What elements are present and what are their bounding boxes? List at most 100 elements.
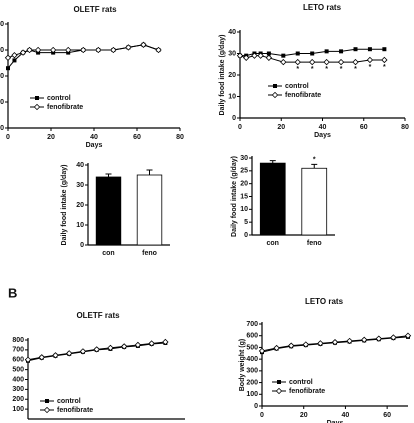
legend-marker <box>45 399 49 403</box>
y-tick-label: 10 <box>76 222 84 229</box>
data-point <box>134 341 142 349</box>
data-point <box>381 56 388 64</box>
legend-label: fenofibrate <box>289 388 325 395</box>
x-tick-label: 80 <box>176 134 184 141</box>
y-axis-label: Daily food intake (g/day) <box>219 35 226 116</box>
y-tick-label: 0 <box>244 232 248 239</box>
y-tick-label: 10 <box>0 99 4 106</box>
data-point <box>243 54 250 61</box>
y-tick-label: 10 <box>228 93 236 100</box>
x-tick-label: 40 <box>319 124 327 131</box>
data-point <box>24 356 32 363</box>
legend-marker <box>271 91 279 99</box>
data-point <box>162 338 169 346</box>
data-point <box>361 336 368 343</box>
panel-label: B <box>8 285 17 300</box>
y-tick-label: 700 <box>12 347 24 354</box>
y-tick-label: 0 <box>0 125 4 132</box>
x-axis-label: Days <box>327 420 344 423</box>
legend-label: control <box>47 95 71 102</box>
y-tick-label: 20 <box>228 72 236 79</box>
x-tick-label: 0 <box>6 134 10 141</box>
x-tick-label: 40 <box>342 412 350 419</box>
significance-mark: * <box>383 64 386 71</box>
bar <box>136 174 163 246</box>
data-point <box>26 46 33 54</box>
data-point <box>302 341 309 348</box>
y-tick-label: 500 <box>246 344 258 351</box>
x-tick-label: 20 <box>277 124 285 131</box>
legend-label: control <box>57 398 81 405</box>
y-tick-label: 30 <box>240 155 248 162</box>
legend-label: control <box>285 83 309 90</box>
data-point <box>79 348 87 355</box>
data-point <box>366 56 374 64</box>
data-point <box>339 49 344 54</box>
data-point <box>148 340 155 347</box>
data-point <box>353 47 358 52</box>
y-tick-label: 800 <box>12 337 24 344</box>
significance-mark: * <box>296 66 299 73</box>
legend-marker <box>277 380 281 384</box>
x-tick-label: 20 <box>47 134 55 141</box>
x-tick-label: 0 <box>238 124 242 131</box>
chart-title: LETO rats <box>303 3 342 12</box>
data-point <box>352 58 359 66</box>
y-tick-label: 300 <box>12 386 24 393</box>
significance-mark: * <box>354 66 357 73</box>
significance-mark: * <box>369 64 372 71</box>
x-tick-label: feno <box>142 250 157 257</box>
data-point <box>367 47 372 52</box>
y-tick-label: 0 <box>80 242 84 249</box>
data-point <box>288 342 295 349</box>
error-bar <box>105 173 112 177</box>
data-point <box>19 49 27 56</box>
error-bar <box>269 160 276 164</box>
y-tick-label: 0 <box>232 115 236 122</box>
x-axis-label: Days <box>86 142 103 149</box>
y-tick-label: 200 <box>246 379 258 386</box>
data-point <box>52 352 59 359</box>
data-point <box>251 52 258 59</box>
legend-marker <box>275 387 283 395</box>
bar <box>301 167 328 236</box>
y-axis-label: Daily food intake (g/day) <box>231 156 238 237</box>
y-tick-label: 10 <box>240 206 248 213</box>
data-point <box>257 52 264 59</box>
y-tick-label: 400 <box>246 356 258 363</box>
x-tick-label: 60 <box>133 134 141 141</box>
data-point <box>107 344 114 352</box>
significance-mark: * <box>311 66 314 73</box>
y-tick-label: 40 <box>76 162 84 169</box>
y-tick-label: 0 <box>254 403 258 410</box>
significance-mark: * <box>313 156 316 163</box>
bar <box>95 176 122 246</box>
data-point <box>120 343 128 350</box>
data-point <box>125 44 132 51</box>
y-tick-label: 30 <box>76 182 84 189</box>
data-point <box>65 46 72 54</box>
data-point <box>258 347 266 355</box>
data-point <box>382 47 387 52</box>
y-tick-label: 40 <box>228 29 236 36</box>
y-tick-label: 600 <box>12 357 24 364</box>
data-point <box>337 58 345 66</box>
data-point <box>49 46 57 54</box>
data-point <box>294 58 301 66</box>
significance-mark: * <box>325 66 328 73</box>
y-axis-label: Body weight (g) <box>239 339 246 392</box>
chart-title: LETO rats <box>305 297 344 306</box>
data-point <box>155 46 162 54</box>
x-tick-label: 60 <box>360 124 368 131</box>
data-point <box>4 54 12 61</box>
data-point <box>317 340 324 347</box>
data-point <box>281 53 286 58</box>
x-tick-label: 20 <box>300 412 308 419</box>
y-tick-label: 20 <box>0 73 4 80</box>
x-tick-label: con <box>267 240 279 247</box>
data-point <box>6 66 10 71</box>
legend-label: fenofibrate <box>47 104 83 111</box>
y-tick-label: 15 <box>240 193 248 200</box>
data-point <box>11 52 18 59</box>
y-tick-label: 700 <box>246 321 258 328</box>
